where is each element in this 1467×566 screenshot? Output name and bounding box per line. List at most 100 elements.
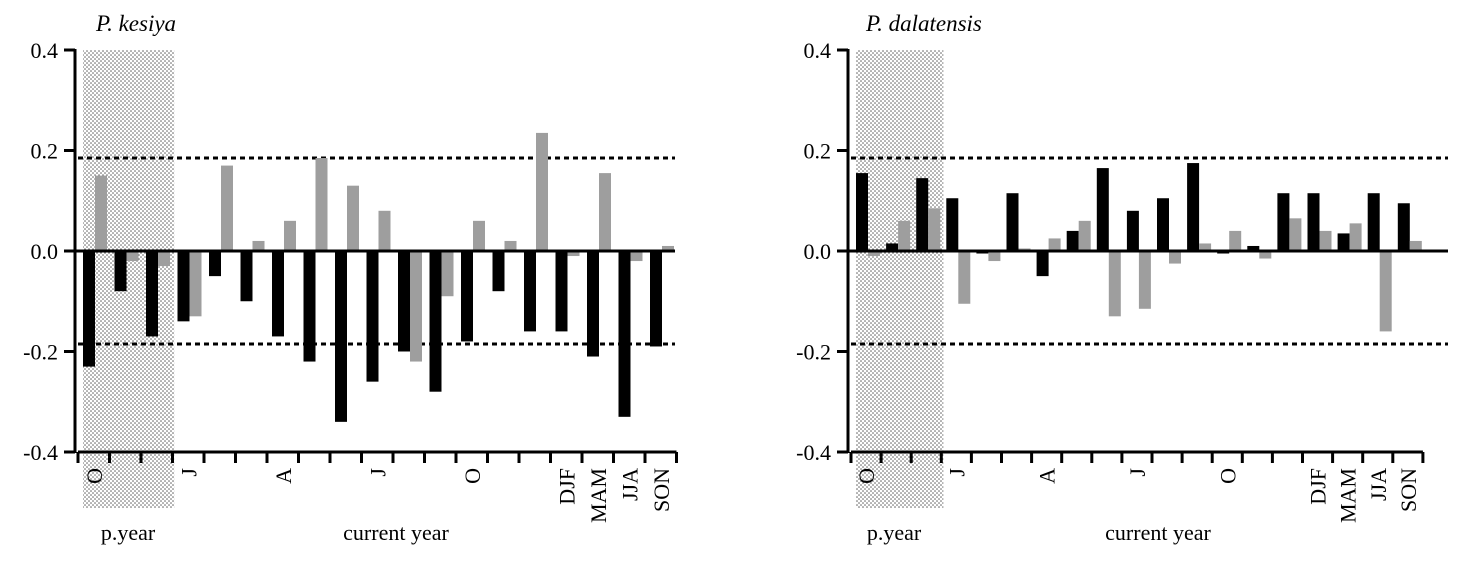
x-tick-label: SON (1396, 468, 1421, 512)
bar-series-2-a (410, 251, 422, 362)
bar-series-1-j (946, 198, 959, 251)
bar-series-1-d (1277, 193, 1290, 251)
bar-series-1-a (272, 251, 284, 337)
current-year-label: current year (343, 520, 449, 545)
bar-series-1-o (461, 251, 473, 342)
bar-series-1-n (1247, 245, 1260, 251)
bar-series-2-f (221, 165, 233, 251)
bar-series-2-djf (567, 251, 580, 257)
bar-series-2-d (158, 251, 170, 267)
bar-series-2-d (928, 208, 941, 251)
y-tick-label: 0.0 (804, 239, 832, 264)
bar-series-1-f (209, 251, 221, 277)
bar-series-2-j (958, 251, 971, 304)
bar-series-1-mam (1337, 233, 1350, 251)
bar-series-2-mam (1349, 223, 1362, 251)
previous-year-shading (856, 50, 944, 508)
panel-title: P. kesiya (95, 11, 176, 36)
x-tick-label: DJF (1306, 468, 1331, 505)
bar-series-1-a (1157, 198, 1169, 251)
y-tick-label: 0.2 (31, 139, 59, 164)
bar-series-1-d (146, 251, 158, 337)
y-tick-label: -0.4 (796, 440, 831, 465)
x-tick-label: A (271, 468, 296, 484)
panel-title: P. dalatensis (865, 11, 982, 36)
x-tick-label: O (1215, 468, 1240, 484)
bar-series-2-mam (599, 173, 611, 251)
bar-series-1-s (429, 251, 442, 392)
bar-series-2-j (1108, 251, 1121, 317)
y-tick-label: -0.2 (23, 340, 58, 365)
y-tick-label: -0.2 (796, 340, 831, 365)
bar-series-1-j (177, 251, 190, 322)
bar-series-1-m (303, 251, 316, 362)
current-year-label: current year (1105, 520, 1211, 545)
bar-series-2-d (536, 132, 548, 251)
bar-series-2-son (662, 245, 674, 251)
bar-series-1-n (492, 251, 505, 292)
previous-year-shading (83, 50, 175, 508)
bar-series-1-a (1036, 251, 1049, 277)
bar-series-2-n (126, 251, 139, 262)
bar-series-1-d (916, 178, 929, 251)
x-tick-label: MAM (1336, 468, 1361, 523)
x-tick-label: J (944, 468, 969, 477)
bar-series-2-n (898, 220, 911, 251)
previous-year-label: p.year (867, 520, 922, 545)
bar-series-1-djf (555, 251, 568, 332)
y-tick-label: -0.4 (23, 440, 58, 465)
bar-series-2-s (1199, 243, 1212, 251)
bar-series-1-jja (1367, 193, 1380, 251)
bar-series-1-m (1006, 193, 1019, 251)
x-tick-label: MAM (586, 468, 611, 523)
bar-series-1-jja (618, 251, 631, 417)
x-tick-label: JJA (617, 468, 642, 501)
bar-series-2-s (441, 251, 454, 297)
bar-series-2-o (473, 220, 485, 251)
x-tick-label: J (1125, 468, 1150, 477)
bar-series-2-m (1078, 220, 1091, 251)
bar-series-1-son (1397, 203, 1410, 251)
bar-series-2-djf (1319, 230, 1332, 251)
x-tick-label: JJA (1366, 468, 1391, 501)
x-tick-label: SON (649, 468, 674, 512)
bar-series-2-o (95, 175, 107, 251)
bar-series-2-a (1169, 251, 1181, 264)
bar-series-2-f (988, 251, 1001, 262)
chart-panel-p-kesiya: P. kesiya 0.4 0.2 0.0 -0.2 -0.4 O J A J O DJF MAM JJ… (23, 11, 678, 545)
x-tick-label: DJF (554, 468, 579, 505)
bar-series-2-m (252, 240, 265, 251)
bar-series-2-n (1259, 251, 1272, 259)
y-tick-label: 0.2 (804, 139, 832, 164)
x-tick-label: J (176, 468, 201, 477)
bar-series-2-a (1048, 238, 1061, 251)
bar-series-2-son (1409, 240, 1422, 251)
bar-series-2-j (347, 185, 359, 251)
bar-series-1-j (366, 251, 379, 382)
bar-series-2-n (504, 240, 517, 251)
bar-series-1-a (398, 251, 410, 352)
bar-series-1-d (524, 251, 536, 332)
bar-series-1-n (886, 243, 899, 251)
previous-year-label: p.year (101, 520, 156, 545)
bar-series-2-j (1138, 251, 1151, 309)
bar-series-1-j (335, 251, 347, 422)
bar-series-1-m (240, 251, 253, 302)
bar-series-1-o (856, 173, 868, 251)
x-tick-label: O (82, 468, 107, 484)
bar-series-1-j (1096, 168, 1109, 251)
bar-series-2-j (378, 210, 391, 251)
bar-series-1-m (1066, 230, 1079, 251)
bar-series-2-jja (1379, 251, 1392, 332)
bar-series-2-m (315, 158, 328, 251)
x-tick-label: A (1035, 468, 1060, 484)
bar-series-2-o (1229, 230, 1242, 251)
bar-series-1-son (650, 251, 662, 347)
bar-series-1-j (1126, 210, 1139, 251)
x-tick-label: O (460, 468, 485, 484)
bar-series-1-n (114, 251, 127, 292)
y-tick-label: 0.0 (31, 239, 59, 264)
x-tick-label: J (365, 468, 390, 477)
y-tick-label: 0.4 (31, 38, 59, 63)
